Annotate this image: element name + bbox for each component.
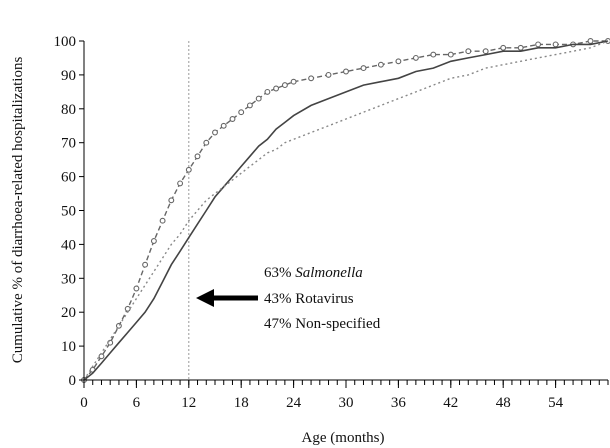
x-axis: 0 6 12 18 24 30 36 42 48 54 xyxy=(80,379,609,411)
annotation-arrow xyxy=(196,289,258,307)
y-axis: 0 10 20 30 40 50 60 70 80 90 100 xyxy=(54,34,85,389)
y-tick-label: 30 xyxy=(61,271,76,287)
series-point-salmonella xyxy=(430,51,437,58)
series-point-salmonella xyxy=(142,261,149,268)
series-point-salmonella xyxy=(377,61,384,68)
x-tick-label: 54 xyxy=(548,395,564,411)
series-point-salmonella xyxy=(500,44,507,51)
y-tick-label: 0 xyxy=(69,373,77,389)
series-point-salmonella xyxy=(255,95,262,102)
series-point-salmonella xyxy=(273,85,280,92)
series-point-salmonella xyxy=(587,38,594,44)
series-layer xyxy=(81,38,610,383)
annotation-rotavirus: 43% Rotavirus xyxy=(264,291,354,307)
series-point-salmonella xyxy=(308,75,315,82)
x-tick-label: 12 xyxy=(181,395,196,411)
series-point-salmonella xyxy=(238,109,245,116)
series-point-salmonella xyxy=(395,58,402,65)
y-tick-label: 90 xyxy=(61,68,76,84)
annotation-rotavirus-label: Rotavirus xyxy=(295,291,353,307)
series-point-salmonella xyxy=(325,71,332,78)
series-point-salmonella xyxy=(98,353,105,360)
series-point-salmonella xyxy=(185,166,192,173)
series-point-salmonella xyxy=(412,54,419,61)
y-tick-label: 50 xyxy=(61,204,76,220)
x-tick-label: 48 xyxy=(496,395,511,411)
series-point-salmonella xyxy=(212,129,218,136)
series-point-salmonella xyxy=(343,68,349,75)
x-tick-label: 36 xyxy=(391,395,407,411)
series-point-salmonella xyxy=(552,41,559,48)
y-tick-label: 10 xyxy=(61,339,76,355)
series-point-salmonella xyxy=(229,116,236,122)
series-line-non-specified xyxy=(83,40,609,381)
annotation-salmonella-value: 63% xyxy=(264,265,292,281)
series-point-salmonella xyxy=(290,78,297,85)
series-point-salmonella xyxy=(194,153,201,160)
x-tick-label: 0 xyxy=(80,395,88,411)
series-point-salmonella xyxy=(360,65,367,72)
plot-area: 0 10 20 30 40 50 60 70 80 90 100 0 6 12 18 24 30 36 42 48 5… xyxy=(54,34,610,411)
series-point-salmonella xyxy=(482,48,489,55)
y-tick-label: 70 xyxy=(61,136,76,152)
y-tick-label: 20 xyxy=(61,305,76,321)
series-point-salmonella xyxy=(177,180,184,187)
series-point-salmonella xyxy=(447,51,454,58)
series-point-salmonella xyxy=(264,88,271,95)
x-tick-label: 42 xyxy=(443,395,458,411)
series-point-salmonella xyxy=(517,44,524,51)
annotation-rotavirus-value: 43% xyxy=(264,291,292,307)
x-tick-label: 30 xyxy=(339,395,354,411)
annotation-nonspecified-label: Non-specified xyxy=(295,316,380,332)
series-point-salmonella xyxy=(168,197,175,204)
annotation-salmonella-label: Salmonella xyxy=(295,265,363,281)
series-point-salmonella xyxy=(159,217,166,224)
series-point-salmonella xyxy=(465,48,472,55)
series-point-salmonella xyxy=(124,305,131,312)
y-tick-label: 100 xyxy=(54,34,77,50)
series-point-salmonella xyxy=(150,238,157,244)
x-axis-title: Age (months) xyxy=(302,430,385,446)
series-point-salmonella xyxy=(133,285,140,292)
series-point-salmonella xyxy=(246,102,253,109)
series-point-salmonella xyxy=(203,139,210,146)
series-point-salmonella xyxy=(535,41,542,48)
x-tick-label: 18 xyxy=(234,395,249,411)
annotation-nonspecified-value: 47% xyxy=(264,316,292,332)
y-tick-label: 40 xyxy=(61,237,76,253)
annotation: 63% Salmonella 43% Rotavirus 47% Non-spe… xyxy=(196,265,381,332)
series-point-salmonella xyxy=(220,122,227,129)
annotation-salmonella: 63% Salmonella xyxy=(264,265,363,281)
y-axis-title: Cumulative % of diarrhoea-related hospit… xyxy=(10,57,26,364)
x-tick-label: 6 xyxy=(133,395,141,411)
y-tick-label: 60 xyxy=(61,170,76,186)
y-tick-label: 80 xyxy=(61,102,76,118)
series-line-rotavirus xyxy=(83,40,609,381)
x-tick-label: 24 xyxy=(286,395,302,411)
annotation-nonspecified: 47% Non-specified xyxy=(264,316,381,332)
series-point-salmonella xyxy=(281,82,288,89)
